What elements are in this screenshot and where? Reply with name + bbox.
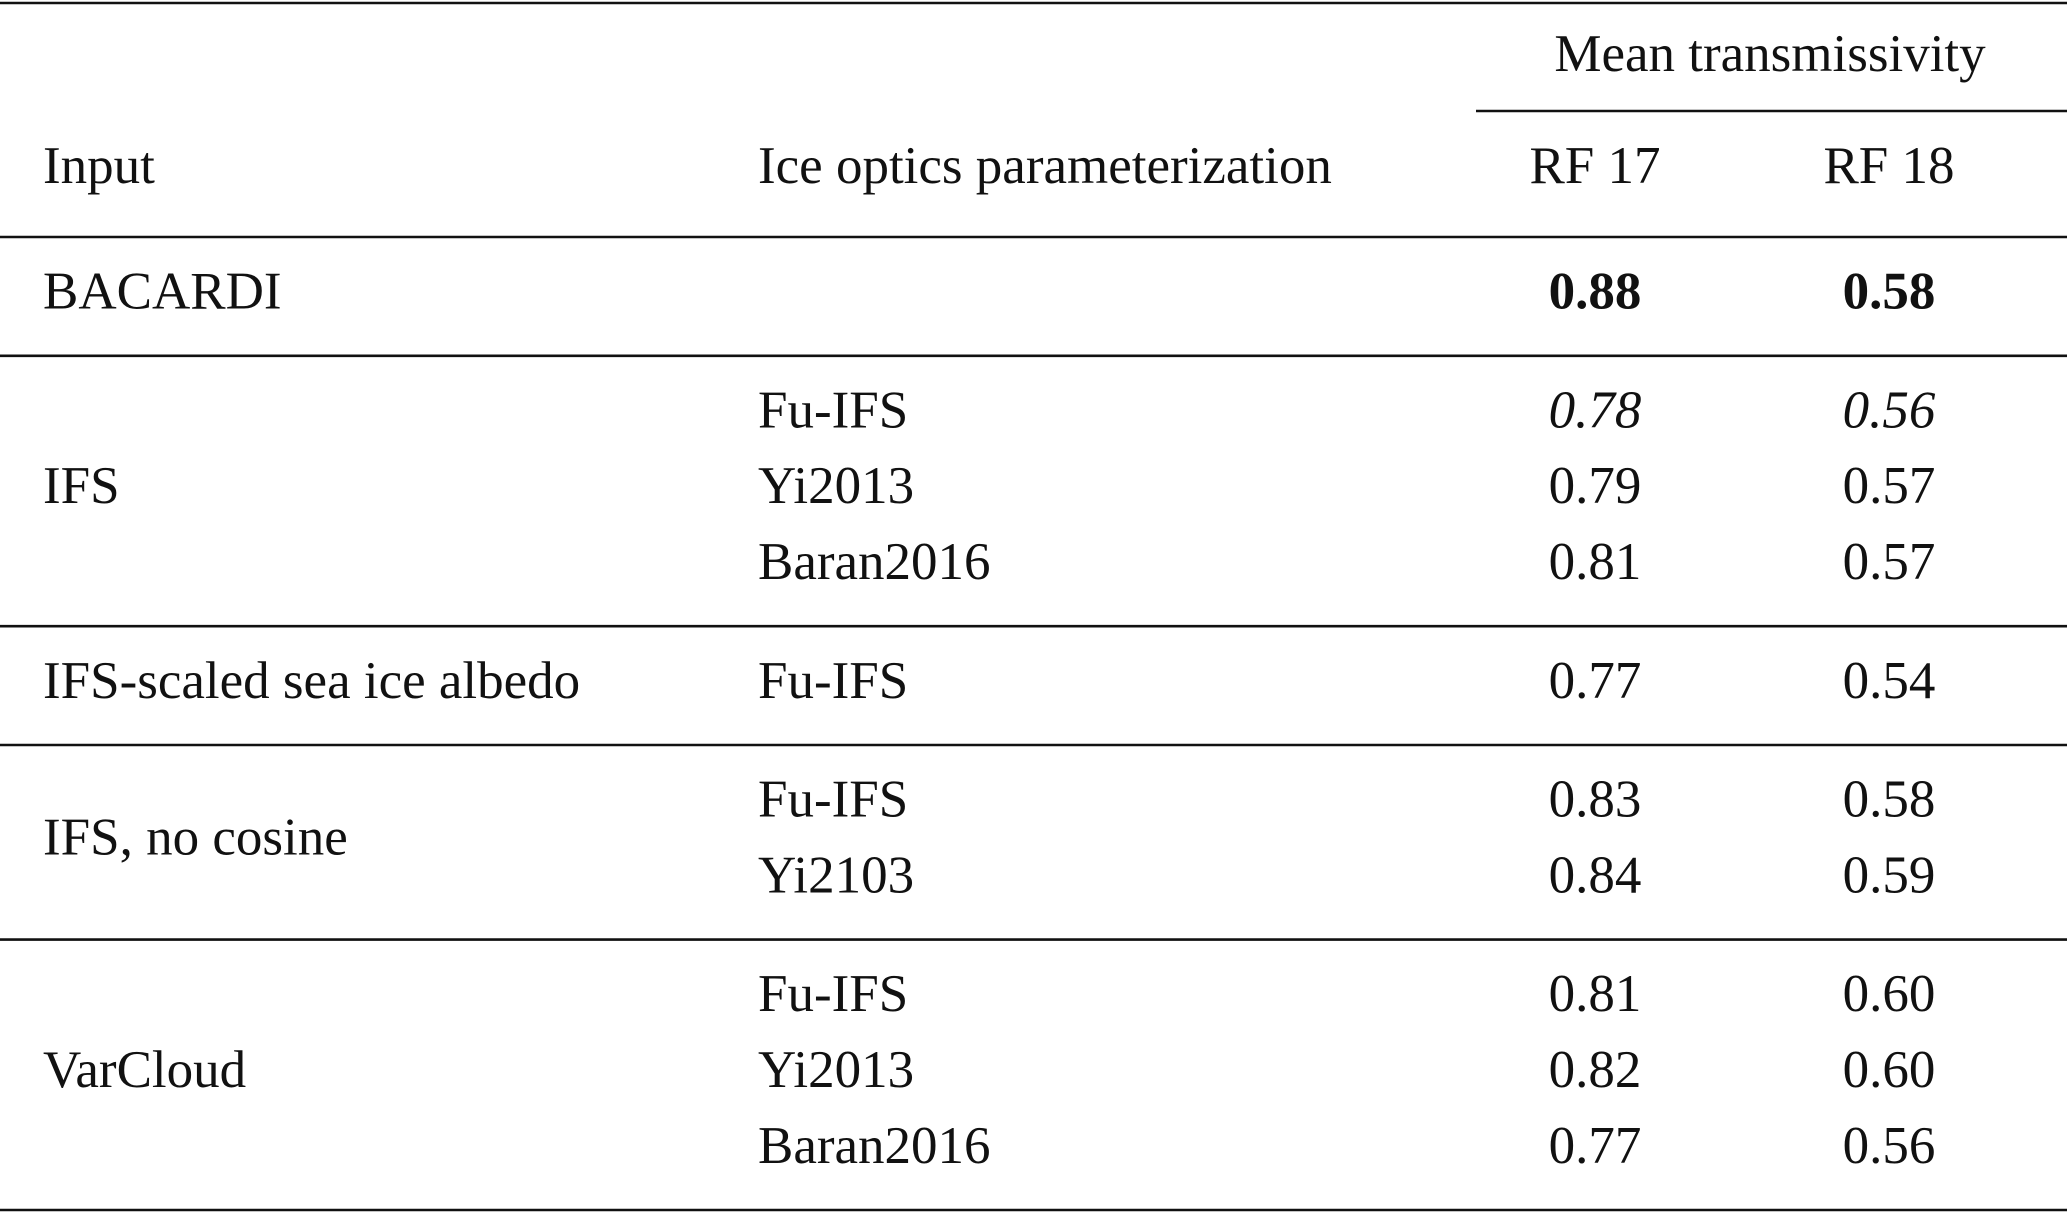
column-header: RF 17: [1529, 137, 1660, 195]
value-cell: 0.77: [1549, 652, 1642, 710]
param-cell: Fu-IFS: [758, 381, 908, 439]
input-cell: BACARDI: [43, 263, 282, 321]
value-cell: 0.77: [1549, 1117, 1642, 1175]
input-cell: IFS-scaled sea ice albedo: [43, 652, 580, 710]
param-cell: Yi2013: [758, 1041, 914, 1099]
group-header: Mean transmissivity: [1554, 25, 1986, 83]
param-cell: Fu-IFS: [758, 965, 908, 1023]
value-cell: 0.57: [1843, 533, 1936, 591]
param-cell: Fu-IFS: [758, 771, 908, 829]
input-cell: VarCloud: [43, 1041, 246, 1099]
column-header: Ice optics parameterization: [758, 137, 1332, 195]
value-cell: 0.81: [1549, 965, 1642, 1023]
value-cell: 0.60: [1843, 1041, 1936, 1099]
column-header: RF 18: [1823, 137, 1954, 195]
column-header: Input: [43, 137, 155, 195]
param-cell: Yi2013: [758, 457, 914, 515]
value-cell: 0.84: [1549, 846, 1642, 904]
input-cell: IFS, no cosine: [43, 808, 348, 866]
value-cell: 0.82: [1549, 1041, 1642, 1099]
param-cell: Fu-IFS: [758, 652, 908, 710]
param-cell: Baran2016: [758, 1117, 991, 1175]
value-cell: 0.78: [1549, 381, 1642, 439]
value-cell: 0.54: [1843, 652, 1936, 710]
value-cell: 0.60: [1843, 965, 1936, 1023]
value-cell: 0.83: [1549, 771, 1642, 829]
input-cell: IFS: [43, 457, 120, 515]
value-cell: 0.59: [1843, 846, 1936, 904]
value-cell: 0.58: [1843, 263, 1936, 321]
value-cell: 0.58: [1843, 771, 1936, 829]
value-cell: 0.57: [1843, 457, 1936, 515]
value-cell: 0.56: [1843, 1117, 1936, 1175]
param-cell: Baran2016: [758, 533, 991, 591]
value-cell: 0.79: [1549, 457, 1642, 515]
value-cell: 0.56: [1843, 381, 1936, 439]
value-cell: 0.81: [1549, 533, 1642, 591]
value-cell: 0.88: [1549, 263, 1642, 321]
param-cell: Yi2103: [758, 846, 914, 904]
